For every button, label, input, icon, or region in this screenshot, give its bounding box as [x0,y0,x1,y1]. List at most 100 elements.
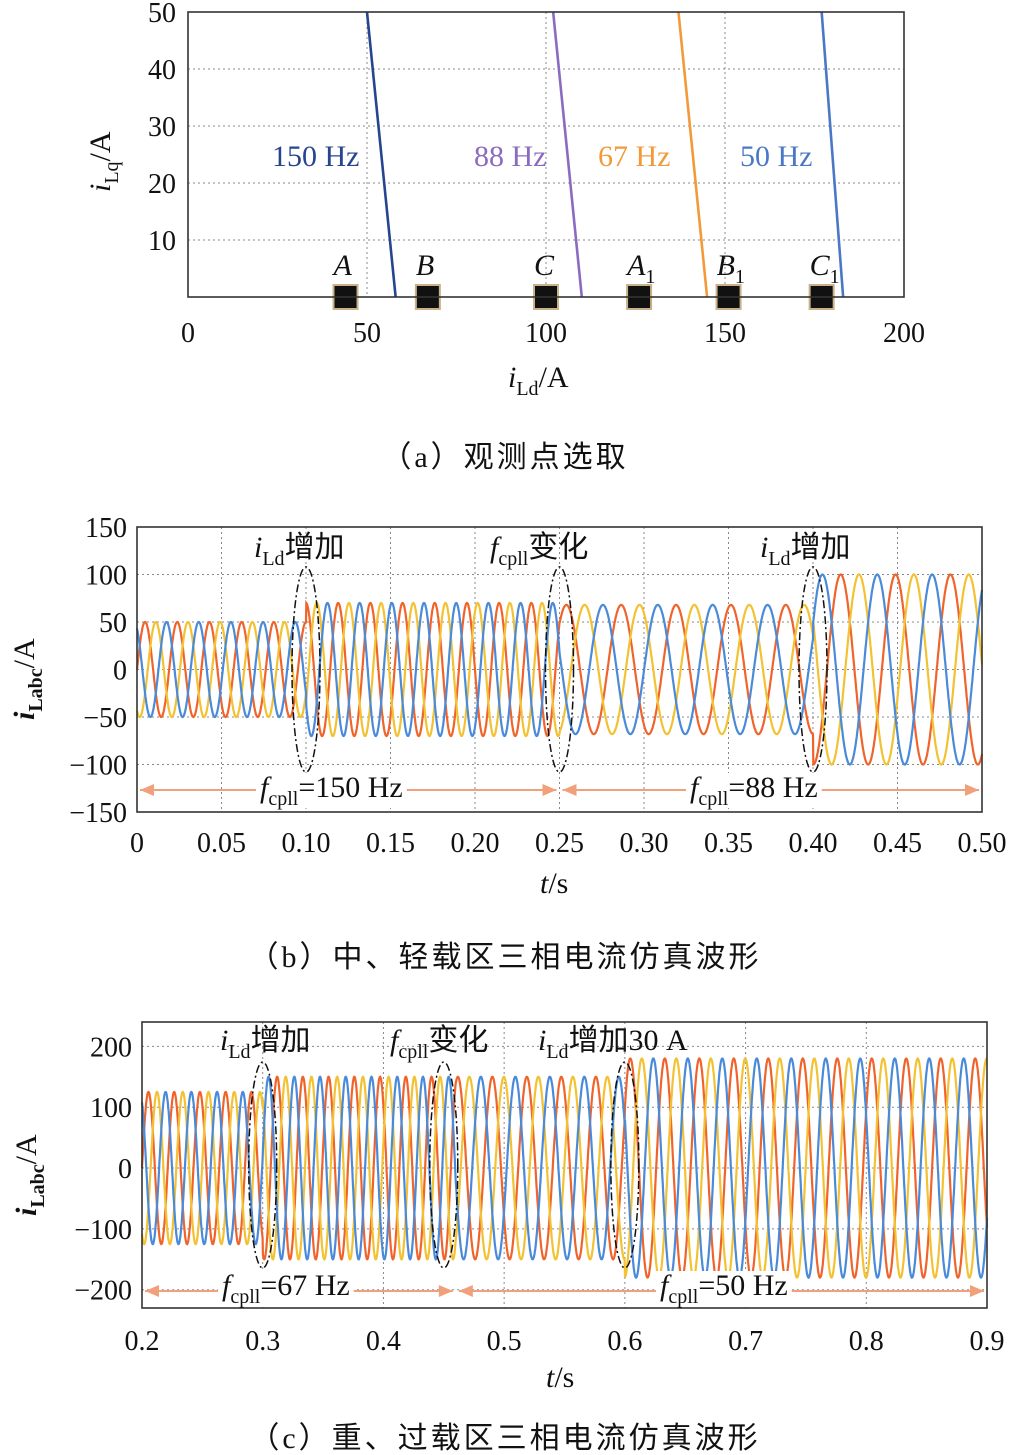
phase-current-2 [140,1057,989,1280]
phase-current-2 [135,573,984,766]
chart-c-ylabel: iLabc/A [10,1134,49,1216]
y-tick-label: 40 [148,55,176,86]
series-line-1 [551,11,584,298]
series-line-3 [820,11,845,298]
phase-current-0 [140,1057,989,1280]
chart-b-caption: （b）中、轻载区三相电流仿真波形 [249,941,762,974]
chart-b-annotation-1: iLd增加 [254,531,345,570]
y-tick-label: −200 [74,1276,132,1307]
chart-a-xlabel: iLd/A [508,361,569,400]
chart-c-annotation-2: fcpll变化 [390,1024,488,1063]
x-tick-label: 0.25 [535,828,584,859]
band-arrow-head-right [542,784,557,796]
event-marker-ellipse [247,1061,278,1269]
chart-c-annotation-1: iLd增加 [220,1024,311,1063]
event-marker-ellipse [610,1061,640,1269]
observation-point-label: B [416,249,434,282]
x-tick-label: 100 [525,318,567,349]
y-tick-label: 100 [90,1093,132,1124]
observation-point-label: A1 [625,249,655,288]
band-label-backing [686,773,822,808]
chart-c-xlabel: t/s [546,1361,574,1394]
series-label-150hz: 150 Hz [272,140,359,173]
y-tick-label: −100 [69,751,127,782]
chart-a-ylabel: iLq/A [84,131,123,192]
x-tick-label: 0.3 [245,1326,280,1357]
chart-b-xlabel: t/s [540,867,568,900]
y-tick-label: 200 [90,1032,132,1063]
band-arrow-head-left [145,1285,159,1297]
series-label-50hz: 50 Hz [740,140,812,173]
band-arrow-head-right [970,1285,984,1297]
chart-b-annotation-3: iLd增加 [760,531,851,570]
x-tick-label: 0.2 [125,1326,160,1357]
observation-point-label: C1 [810,249,840,288]
band-arrow-head-right [438,1285,453,1297]
phase-current-0 [135,573,984,767]
chart-c-caption: （c）重、过载区三相电流仿真波形 [249,1422,760,1455]
y-tick-label: 150 [85,513,127,544]
chart-c-annotation-3: iLd增加30 A [538,1024,688,1063]
x-tick-label: 0.40 [789,828,838,859]
chart-c: 0.2 0.3 0.4 0.5 0.6 0.7 0.8 0.92001000−100−200 … [10,1021,1005,1455]
x-tick-label: 200 [883,318,925,349]
y-tick-label: −50 [83,703,127,734]
y-tick-label: 0 [118,1154,132,1185]
x-tick-label: 50 [353,318,381,349]
band-label-backing [656,1271,792,1306]
chart-b-frame [136,526,983,813]
event-marker-ellipse [429,1061,459,1269]
series-line-0 [365,11,397,298]
series-label-67hz: 67 Hz [598,140,670,173]
phase-current-1 [140,1057,988,1279]
y-tick-label: 50 [99,608,127,639]
chart-b-ylabel: iLabc/A [8,638,47,720]
x-tick-label: 0.35 [704,828,753,859]
series-line-2 [677,11,709,298]
x-tick-label: 0.50 [958,828,1007,859]
band-label-backing [256,773,407,808]
event-marker-ellipse [544,566,575,773]
x-tick-label: 0 [130,828,144,859]
chart-b-band-label-2: fcpll=88 Hz [690,771,818,810]
band-label-backing [218,1271,354,1306]
y-tick-label: 50 [148,0,176,29]
band-arrow-head-left [458,1285,473,1297]
y-tick-label: 20 [148,169,176,200]
chart-b: 0 0.05 0.10 0.15 0.20 0.25 0.30 0.35 0.40 0.45 0.5… [8,513,1007,974]
x-tick-label: 0.30 [620,828,669,859]
x-tick-label: 0.7 [728,1326,763,1357]
x-tick-label: 0.45 [873,828,922,859]
chart-a-frame [187,11,905,298]
y-tick-label: 30 [148,112,176,143]
x-tick-label: 150 [704,318,746,349]
observation-point-label: A [332,249,353,282]
x-tick-label: 0.10 [282,828,331,859]
band-arrow-head-left [562,784,577,796]
x-tick-label: 0.05 [197,828,246,859]
x-tick-label: 0.20 [451,828,500,859]
x-tick-label: 0.9 [970,1326,1005,1357]
band-arrow-head-left [140,784,154,796]
x-tick-label: 0.15 [366,828,415,859]
y-tick-label: 10 [148,226,176,257]
y-tick-label: −100 [74,1215,132,1246]
event-marker-ellipse [291,566,321,773]
observation-point-label: B1 [717,249,745,288]
series-label-88hz: 88 Hz [474,140,546,173]
observation-point-label: C [534,249,555,282]
x-tick-label: 0.8 [849,1326,884,1357]
chart-c-band-label-1: fcpll=67 Hz [222,1269,350,1308]
x-tick-label: 0.6 [607,1326,642,1357]
event-marker-ellipse [798,566,828,773]
band-arrow-head-right [965,784,979,796]
x-tick-label: 0 [181,318,195,349]
chart-a-caption: （a）观测点选取 [381,441,628,474]
x-tick-label: 0.4 [366,1326,401,1357]
chart-b-annotation-2: fcpll变化 [490,531,588,570]
chart-b-band-label-1: fcpll=150 Hz [260,771,403,810]
chart-c-frame [141,1021,988,1309]
y-tick-label: 100 [85,561,127,592]
